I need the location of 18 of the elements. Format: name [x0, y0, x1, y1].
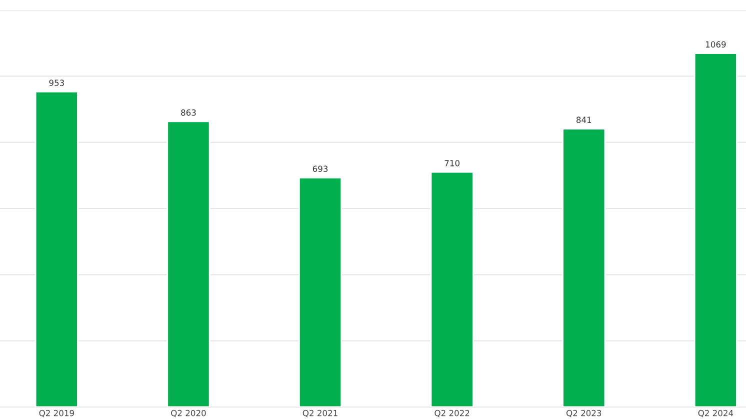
data-label: 863: [181, 109, 196, 116]
x-tick-label: Q2 2021: [302, 410, 338, 418]
data-label: 710: [444, 160, 460, 166]
x-tick-label: Q2 2019: [39, 410, 74, 418]
bar: [34, 91, 78, 407]
x-tick-label: Q2 2024: [698, 410, 734, 418]
data-label: 841: [576, 116, 592, 123]
x-tick-label: Q2 2020: [171, 410, 206, 418]
data-label: 953: [49, 80, 64, 86]
data-label: 693: [312, 166, 328, 172]
bar: [694, 52, 738, 407]
bar: [430, 171, 474, 407]
data-label: 1069: [706, 41, 726, 48]
x-tick-label: Q2 2022: [434, 410, 470, 418]
bar: [562, 128, 606, 407]
bar: [166, 120, 210, 407]
x-tick-label: Q2 2023: [566, 410, 602, 418]
bar: [298, 177, 342, 407]
